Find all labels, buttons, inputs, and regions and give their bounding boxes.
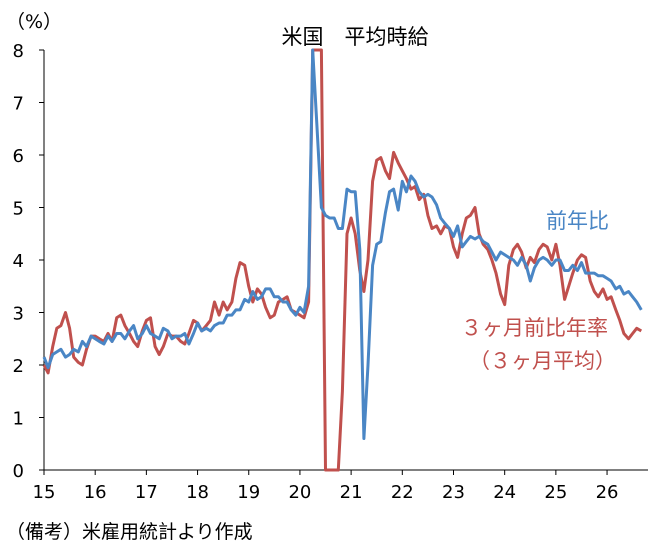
y-tick-label: 3	[13, 304, 24, 325]
x-tick-label: 19	[237, 482, 260, 503]
source-note: （備考）米雇用統計より作成	[6, 521, 253, 543]
series-label-3m-line1: ３ヶ月前比年率	[461, 316, 608, 340]
series-lines	[42, 48, 643, 472]
x-tick-label: 22	[391, 482, 414, 503]
y-tick-label: 5	[13, 199, 24, 220]
x-tick-label: 15	[33, 482, 56, 503]
y-tick-label: 7	[13, 94, 24, 115]
y-tick-label: 4	[13, 251, 24, 272]
y-tick-label: 0	[13, 461, 24, 482]
chart-title: 米国 平均時給	[282, 25, 429, 49]
y-tick-label: 6	[13, 146, 24, 167]
y-axis-unit: （%）	[6, 11, 62, 33]
series-line-yoy	[42, 48, 643, 440]
x-tick-label: 23	[442, 482, 465, 503]
series-label-3m-line2: （３ヶ月平均）	[469, 349, 616, 373]
y-axis-ticks: 0 1 2 3 4 5 6 7 8	[13, 41, 44, 482]
y-tick-label: 1	[13, 409, 24, 430]
x-tick-label: 25	[544, 482, 567, 503]
series-line-3m-annualized	[42, 48, 643, 472]
x-tick-label: 20	[288, 482, 311, 503]
y-tick-label: 8	[13, 41, 24, 62]
y-tick-label: 2	[13, 356, 24, 377]
x-tick-label: 24	[493, 482, 516, 503]
series-label-yoy: 前年比	[546, 209, 609, 233]
x-tick-label: 16	[84, 482, 107, 503]
x-axis-ticks: 15 16 17 18 19 20 21 22 23 24 25 26	[33, 470, 619, 503]
x-tick-label: 21	[340, 482, 363, 503]
x-tick-label: 26	[596, 482, 619, 503]
x-tick-label: 18	[186, 482, 209, 503]
x-tick-label: 17	[135, 482, 158, 503]
